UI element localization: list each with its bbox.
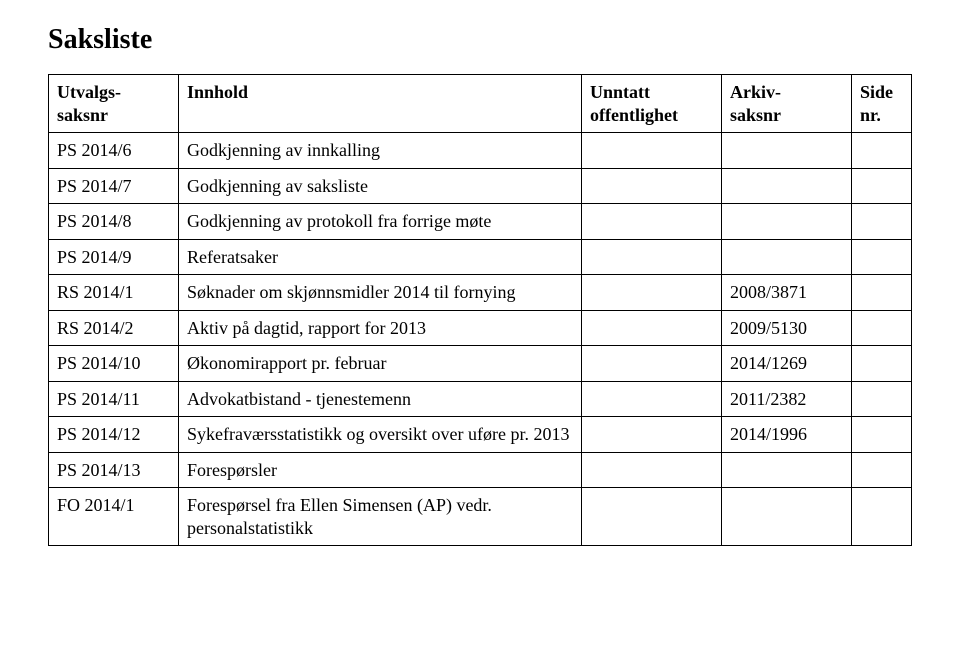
cell-saksnr: RS 2014/1	[49, 275, 179, 311]
cell-unntatt	[582, 204, 722, 240]
saksliste-table: Utvalgs- saksnr Innhold Unntatt offentli…	[48, 74, 912, 546]
col-header-line: Side	[860, 81, 903, 104]
col-header-line: Utvalgs-	[57, 81, 170, 104]
table-row: RS 2014/1Søknader om skjønnsmidler 2014 …	[49, 275, 912, 311]
cell-side	[852, 133, 912, 169]
cell-saksnr: PS 2014/13	[49, 452, 179, 488]
cell-side	[852, 204, 912, 240]
cell-arkiv: 2009/5130	[722, 310, 852, 346]
table-row: PS 2014/7Godkjenning av saksliste	[49, 168, 912, 204]
cell-arkiv	[722, 204, 852, 240]
cell-innhold: Økonomirapport pr. februar	[179, 346, 582, 382]
cell-innhold: Søknader om skjønnsmidler 2014 til forny…	[179, 275, 582, 311]
table-row: FO 2014/1Forespørsel fra Ellen Simensen …	[49, 488, 912, 546]
cell-arkiv: 2011/2382	[722, 381, 852, 417]
document-title: Saksliste	[48, 24, 912, 56]
cell-unntatt	[582, 417, 722, 453]
page-root: Saksliste Utvalgs- saksnr Innhold Unntat…	[0, 0, 960, 586]
cell-arkiv: 2008/3871	[722, 275, 852, 311]
cell-innhold: Sykefraværsstatistikk og oversikt over u…	[179, 417, 582, 453]
col-header-line: Arkiv-	[730, 81, 843, 104]
cell-side	[852, 346, 912, 382]
col-header-line: Innhold	[187, 81, 573, 104]
table-header-row: Utvalgs- saksnr Innhold Unntatt offentli…	[49, 75, 912, 133]
col-header-line: Unntatt	[590, 81, 713, 104]
cell-unntatt	[582, 452, 722, 488]
cell-saksnr: PS 2014/10	[49, 346, 179, 382]
cell-arkiv	[722, 168, 852, 204]
cell-side	[852, 168, 912, 204]
cell-unntatt	[582, 381, 722, 417]
cell-arkiv	[722, 239, 852, 275]
cell-unntatt	[582, 275, 722, 311]
cell-unntatt	[582, 488, 722, 546]
cell-arkiv	[722, 452, 852, 488]
cell-innhold: Advokatbistand - tjenestemenn	[179, 381, 582, 417]
cell-side	[852, 452, 912, 488]
col-header-utvalgssaksnr: Utvalgs- saksnr	[49, 75, 179, 133]
table-row: PS 2014/8Godkjenning av protokoll fra fo…	[49, 204, 912, 240]
cell-unntatt	[582, 310, 722, 346]
table-header: Utvalgs- saksnr Innhold Unntatt offentli…	[49, 75, 912, 133]
col-header-unntatt: Unntatt offentlighet	[582, 75, 722, 133]
cell-arkiv	[722, 133, 852, 169]
col-header-arkiv: Arkiv- saksnr	[722, 75, 852, 133]
cell-saksnr: PS 2014/7	[49, 168, 179, 204]
cell-saksnr: PS 2014/6	[49, 133, 179, 169]
table-body: PS 2014/6Godkjenning av innkallingPS 201…	[49, 133, 912, 546]
cell-saksnr: PS 2014/11	[49, 381, 179, 417]
cell-saksnr: RS 2014/2	[49, 310, 179, 346]
col-header-side: Side nr.	[852, 75, 912, 133]
cell-saksnr: FO 2014/1	[49, 488, 179, 546]
col-header-innhold: Innhold	[179, 75, 582, 133]
cell-side	[852, 275, 912, 311]
cell-innhold: Godkjenning av innkalling	[179, 133, 582, 169]
table-row: PS 2014/13Forespørsler	[49, 452, 912, 488]
col-header-line: nr.	[860, 104, 903, 127]
col-header-line: offentlighet	[590, 104, 713, 127]
cell-innhold: Referatsaker	[179, 239, 582, 275]
table-row: PS 2014/10Økonomirapport pr. februar 2014…	[49, 346, 912, 382]
cell-innhold: Forespørsel fra Ellen Simensen (AP) vedr…	[179, 488, 582, 546]
cell-arkiv: 2014/1269	[722, 346, 852, 382]
cell-arkiv: 2014/1996	[722, 417, 852, 453]
cell-unntatt	[582, 346, 722, 382]
col-header-line: saksnr	[730, 104, 843, 127]
cell-innhold: Godkjenning av saksliste	[179, 168, 582, 204]
table-row: PS 2014/6Godkjenning av innkalling	[49, 133, 912, 169]
cell-innhold: Godkjenning av protokoll fra forrige møt…	[179, 204, 582, 240]
cell-unntatt	[582, 133, 722, 169]
cell-side	[852, 310, 912, 346]
cell-side	[852, 381, 912, 417]
table-row: RS 2014/2Aktiv på dagtid, rapport for 20…	[49, 310, 912, 346]
cell-arkiv	[722, 488, 852, 546]
cell-innhold: Aktiv på dagtid, rapport for 2013	[179, 310, 582, 346]
table-row: PS 2014/12Sykefraværsstatistikk og overs…	[49, 417, 912, 453]
cell-saksnr: PS 2014/8	[49, 204, 179, 240]
col-header-line: saksnr	[57, 104, 170, 127]
cell-saksnr: PS 2014/9	[49, 239, 179, 275]
cell-side	[852, 417, 912, 453]
cell-side	[852, 239, 912, 275]
cell-side	[852, 488, 912, 546]
cell-unntatt	[582, 168, 722, 204]
cell-unntatt	[582, 239, 722, 275]
table-row: PS 2014/9Referatsaker	[49, 239, 912, 275]
cell-innhold: Forespørsler	[179, 452, 582, 488]
table-row: PS 2014/11Advokatbistand - tjenestemenn 2…	[49, 381, 912, 417]
cell-saksnr: PS 2014/12	[49, 417, 179, 453]
